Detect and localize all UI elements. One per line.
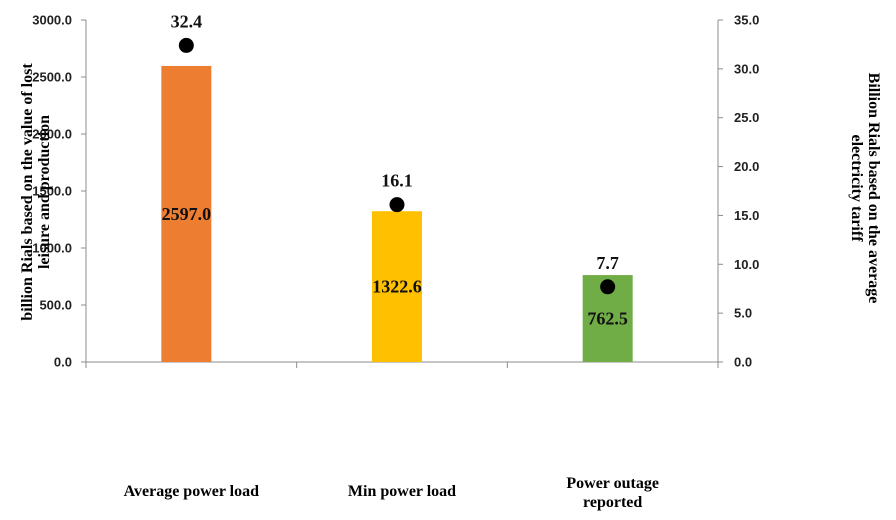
right-tick-label: 0.0	[734, 355, 752, 370]
category-label-line: Min power load	[348, 483, 456, 500]
category-label: Min power load	[348, 483, 456, 500]
right-tick-label: 5.0	[734, 306, 752, 321]
labels: 2597.0 1322.6 762.5 32.4 16.1 7.7 Average powe…	[19, 11, 882, 511]
right-tick-label: 25.0	[734, 110, 759, 125]
left-tick-label: 0.0	[54, 355, 72, 370]
points	[178, 37, 616, 295]
axes: 0.0 500.0 1000.0 1500.0 2000.0 2500.0 3000.0 0.…	[32, 13, 759, 370]
left-axis-title-line: leisure and production	[36, 115, 53, 269]
left-tick-label: 1000.0	[32, 241, 72, 256]
point	[178, 37, 194, 53]
right-tick-label: 20.0	[734, 159, 759, 174]
left-tick-label: 3000.0	[32, 13, 72, 28]
right-tick-label: 35.0	[734, 13, 759, 28]
point-value-label: 16.1	[381, 171, 413, 191]
bar	[372, 211, 422, 362]
category-label-line: reported	[583, 494, 642, 511]
left-tick-label: 1500.0	[32, 184, 72, 199]
bar	[161, 65, 212, 362]
bar-value-label: 1322.6	[372, 277, 422, 297]
left-tick-label: 2000.0	[32, 127, 72, 142]
category-label: Average power load	[124, 483, 259, 500]
left-axis-title-line: billion Rials based on the value of lost	[19, 63, 36, 321]
right-tick-label: 30.0	[734, 61, 759, 76]
left-tick-label: 2500.0	[32, 70, 72, 85]
left-tick-label: 500.0	[39, 298, 72, 313]
point	[600, 279, 616, 295]
left-axis-title: billion Rials based on the value of lost…	[19, 63, 53, 321]
point	[389, 197, 405, 213]
point-value-label: 32.4	[171, 11, 203, 31]
category-label-line: Power outage	[566, 475, 659, 492]
right-axis-title-line: Billion Rials based on the average	[865, 73, 882, 304]
category-label-line: Average power load	[124, 483, 259, 500]
bar-value-label: 2597.0	[162, 204, 212, 224]
point-value-label: 7.7	[596, 253, 619, 273]
right-axis-title-line: electricity tariff	[848, 134, 865, 242]
bar-value-label: 762.5	[587, 309, 628, 329]
right-tick-label: 15.0	[734, 208, 759, 223]
category-label: Power outage reported	[566, 475, 659, 511]
bars	[161, 65, 633, 362]
right-tick-label: 10.0	[734, 257, 759, 272]
right-axis-title: Billion Rials based on the averageelectr…	[848, 73, 882, 304]
